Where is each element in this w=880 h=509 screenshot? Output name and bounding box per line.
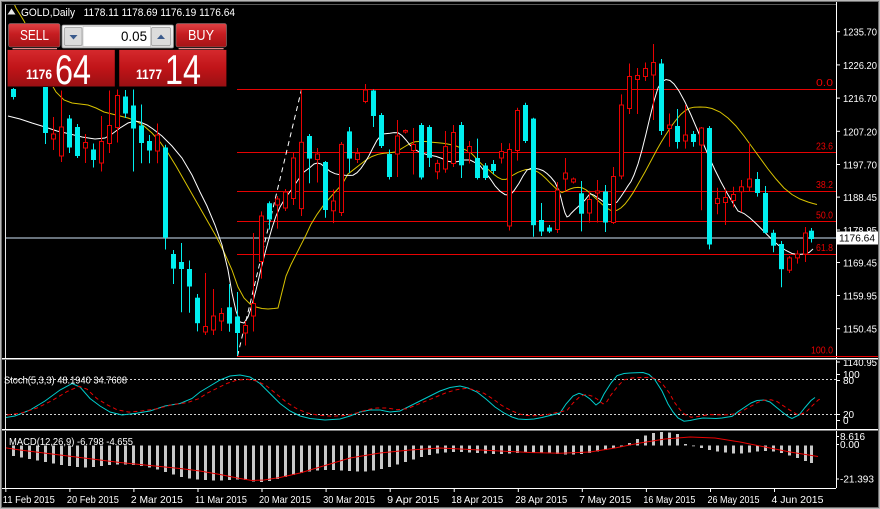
svg-text:1177: 1177 [136,67,162,82]
svg-text:Stoch(5,3,3) 48.1940 34.7608: Stoch(5,3,3) 48.1940 34.7608 [4,375,127,387]
svg-text:23.6: 23.6 [816,141,833,152]
svg-text:61.8: 61.8 [816,243,833,254]
svg-text:GOLD,Daily 1178.11 1178.69 1: GOLD,Daily 1178.11 1178.69 1176.19 1176.… [21,7,235,19]
svg-text:26 May 2015: 26 May 2015 [708,494,760,506]
svg-text:9 Apr 2015: 9 Apr 2015 [387,494,439,506]
svg-text:SELL: SELL [20,27,49,44]
svg-text:-21.393: -21.393 [840,475,874,486]
svg-text:80: 80 [843,376,855,387]
svg-text:1216.70: 1216.70 [843,94,877,105]
svg-text:28 Apr 2015: 28 Apr 2015 [515,494,567,506]
svg-text:18 Apr 2015: 18 Apr 2015 [451,494,503,506]
svg-text:2 Mar 2015: 2 Mar 2015 [131,494,183,506]
svg-text:64: 64 [55,46,91,93]
svg-text:1150.45: 1150.45 [843,325,877,336]
svg-text:4 Jun 2015: 4 Jun 2015 [772,494,824,506]
svg-text:1235.70: 1235.70 [843,28,877,39]
svg-text:1188.45: 1188.45 [843,193,877,204]
svg-text:1169.45: 1169.45 [843,259,877,270]
svg-text:20 Feb 2015: 20 Feb 2015 [67,494,119,506]
svg-text:20: 20 [843,410,855,421]
svg-text:11 Feb 2015: 11 Feb 2015 [3,494,55,506]
svg-text:0.00: 0.00 [840,440,860,451]
svg-text:100: 100 [843,370,860,381]
svg-text:1176: 1176 [26,67,52,82]
svg-text:BUY: BUY [188,27,214,44]
svg-text:0.05: 0.05 [121,28,147,44]
svg-text:8.616: 8.616 [840,432,865,443]
svg-text:7 May 2015: 7 May 2015 [579,494,631,506]
svg-text:1226.20: 1226.20 [843,61,877,72]
svg-text:0: 0 [843,416,849,427]
svg-text:38.2: 38.2 [816,180,833,191]
svg-text:14: 14 [165,46,201,93]
svg-text:20 Mar 2015: 20 Mar 2015 [259,494,311,506]
svg-text:1140.95: 1140.95 [843,358,877,369]
svg-text:0.0: 0.0 [816,78,834,89]
svg-text:16 May 2015: 16 May 2015 [643,494,695,506]
svg-text:1207.20: 1207.20 [843,127,877,138]
svg-text:1197.70: 1197.70 [843,161,877,172]
svg-text:1176.64: 1176.64 [839,233,875,245]
svg-text:11 Mar 2015: 11 Mar 2015 [195,494,247,506]
svg-text:MACD(12,26,9) -6.798 -4.655: MACD(12,26,9) -6.798 -4.655 [9,436,133,448]
svg-text:1159.95: 1159.95 [843,292,877,303]
svg-text:30 Mar 2015: 30 Mar 2015 [323,494,375,506]
svg-text:50.0: 50.0 [816,211,833,222]
svg-text:100.0: 100.0 [811,346,833,357]
